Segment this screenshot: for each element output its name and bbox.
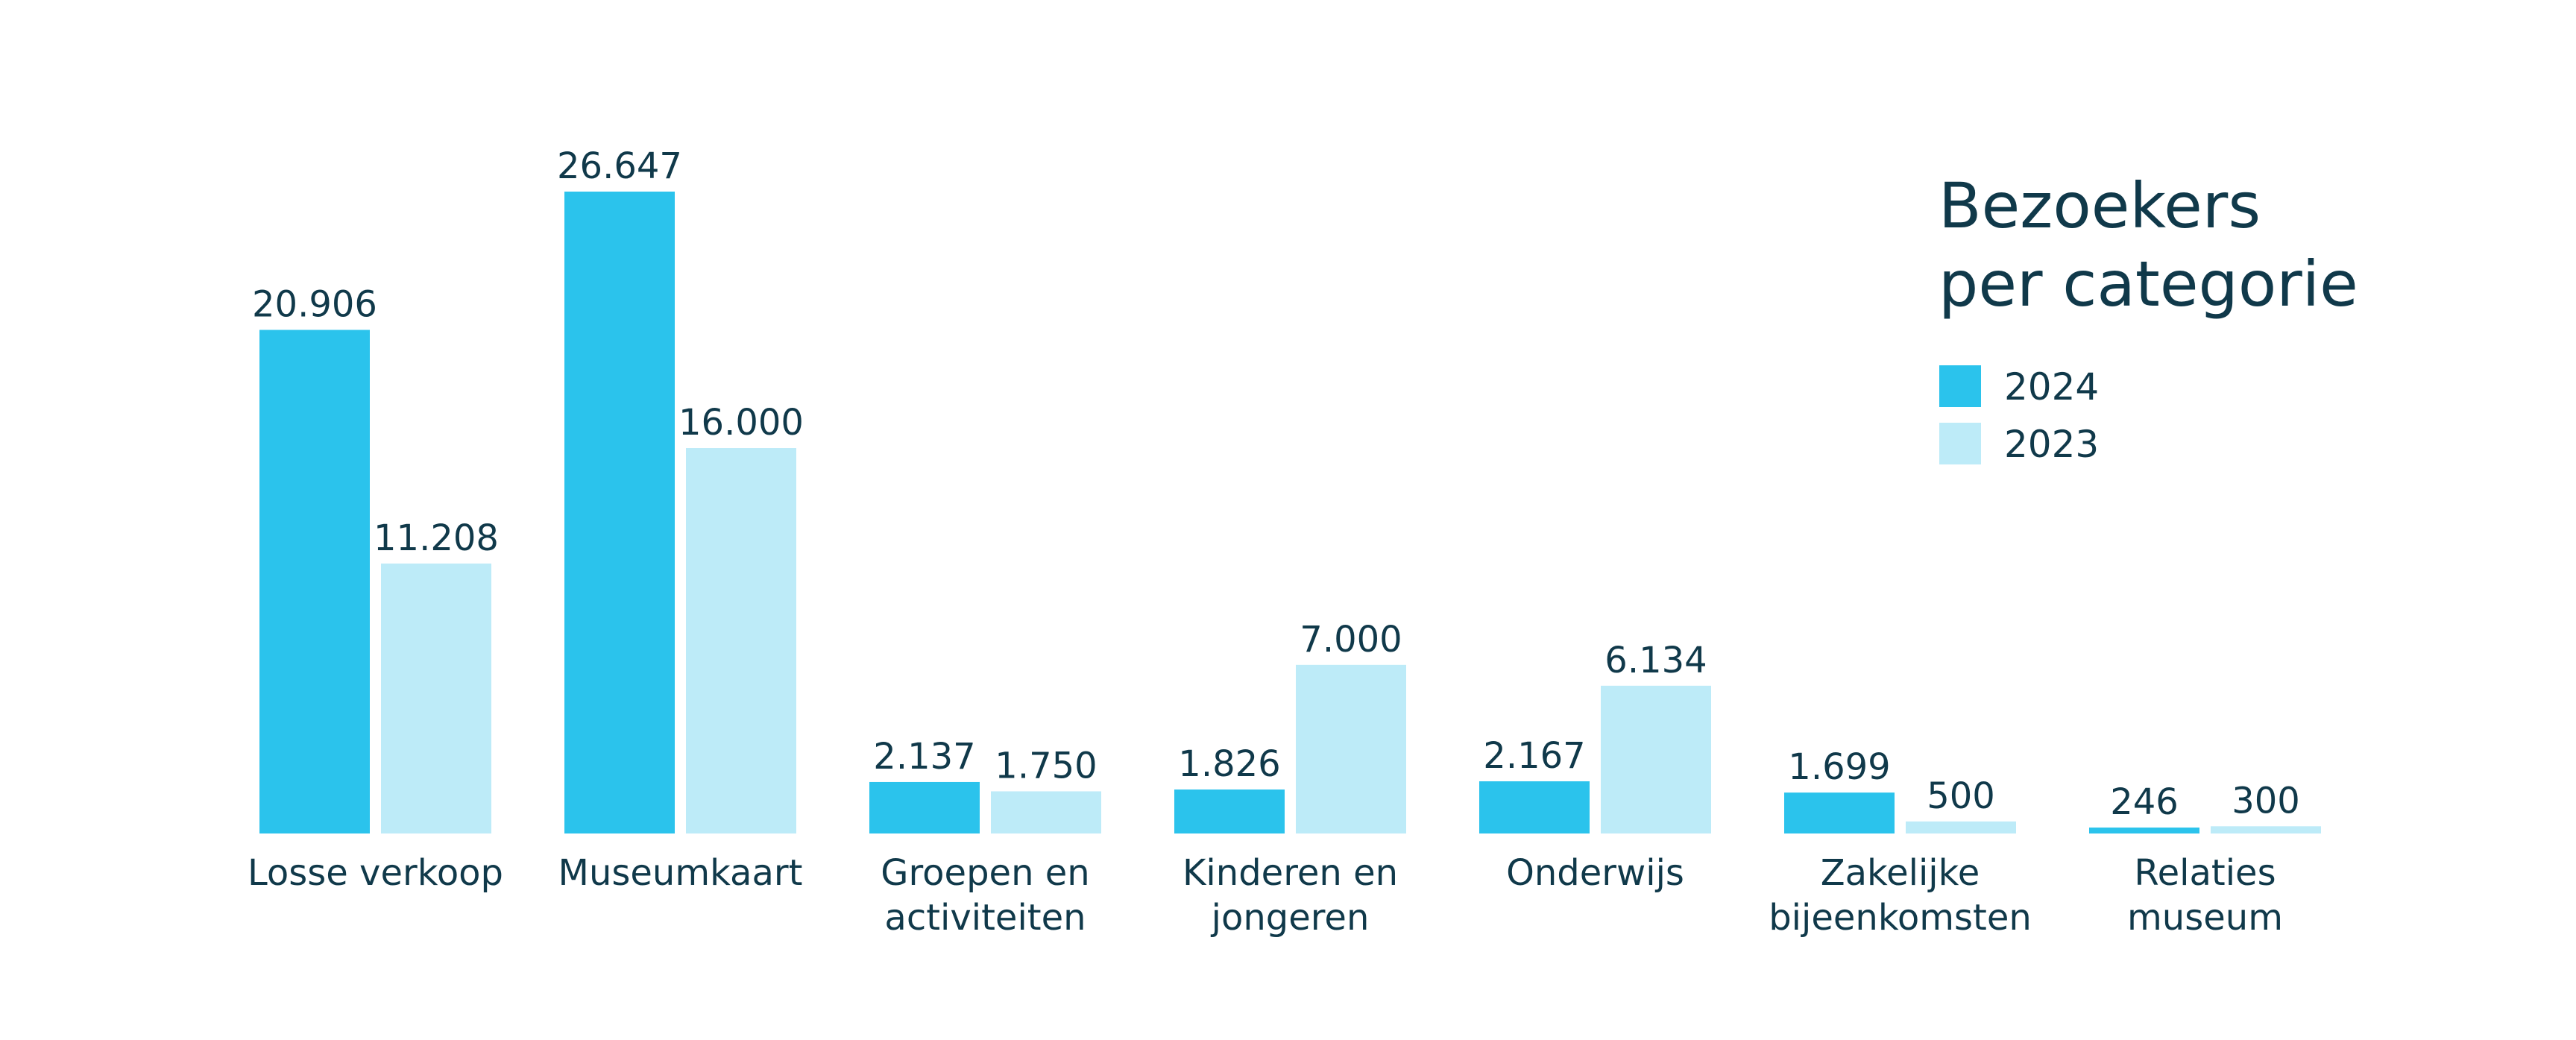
category-labels-group: Losse verkoop Museumkaart Groepen en activi… bbox=[248, 852, 2283, 939]
category-label-losse-verkoop: Losse verkoop bbox=[248, 852, 503, 894]
legend-swatch-2024 bbox=[1939, 365, 1981, 407]
bars-group bbox=[259, 192, 2321, 833]
bar-2024-losse-verkoop bbox=[259, 330, 370, 833]
category-label-museumkaart: Museumkaart bbox=[558, 852, 803, 894]
category-label-zakelijke-bijeenkomsten: Zakelijke bijeenkomsten bbox=[1769, 852, 2032, 939]
value-label-2023-zakelijke-bijeenkomsten: 500 bbox=[1927, 775, 1995, 817]
value-label-2024-museumkaart: 26.647 bbox=[557, 145, 682, 187]
legend-label-2024: 2024 bbox=[2004, 365, 2099, 409]
value-labels-group: 20.906 11.208 26.647 16.000 2.137 1.750 1.826 7… bbox=[252, 145, 2300, 823]
chart-title: Bezoekers per categorie bbox=[1939, 169, 2358, 321]
value-label-2024-kinderen-en-jongeren: 1.826 bbox=[1178, 743, 1280, 785]
value-label-2024-zakelijke-bijeenkomsten: 1.699 bbox=[1788, 746, 1890, 788]
bar-2023-losse-verkoop bbox=[381, 563, 491, 833]
bar-2024-zakelijke-bijeenkomsten bbox=[1784, 792, 1895, 833]
value-label-2023-groepen-en-activiteiten: 1.750 bbox=[995, 745, 1097, 787]
chart-title-line-1: Bezoekers bbox=[1939, 169, 2261, 242]
bar-2023-museumkaart bbox=[686, 448, 796, 833]
value-label-2024-onderwijs: 2.167 bbox=[1483, 735, 1585, 777]
value-label-2023-onderwijs: 6.134 bbox=[1605, 640, 1707, 681]
bar-2023-onderwijs bbox=[1601, 685, 1711, 833]
value-label-2023-kinderen-en-jongeren: 7.000 bbox=[1300, 619, 1402, 661]
value-label-2024-relaties-museum: 246 bbox=[2110, 781, 2179, 823]
category-label-kinderen-en-jongeren: Kinderen en jongeren bbox=[1182, 852, 1398, 939]
bar-2023-kinderen-en-jongeren bbox=[1296, 664, 1406, 833]
value-label-2023-museumkaart: 16.000 bbox=[678, 402, 804, 444]
value-label-2023-losse-verkoop: 11.208 bbox=[374, 517, 499, 559]
legend-label-2023: 2023 bbox=[2004, 423, 2099, 466]
bar-2024-kinderen-en-jongeren bbox=[1174, 789, 1285, 833]
bar-2024-relaties-museum bbox=[2089, 828, 2199, 833]
chart-title-line-2: per categorie bbox=[1939, 248, 2358, 321]
bar-2024-museumkaart bbox=[564, 192, 675, 833]
category-label-onderwijs: Onderwijs bbox=[1506, 852, 1684, 894]
category-label-groepen-en-activiteiten: Groepen en activiteiten bbox=[881, 852, 1089, 939]
value-label-2023-relaties-museum: 300 bbox=[2232, 780, 2300, 822]
bar-2023-relaties-museum bbox=[2211, 826, 2321, 833]
value-label-2024-groepen-en-activiteiten: 2.137 bbox=[873, 736, 975, 778]
legend-swatch-2023 bbox=[1939, 423, 1981, 464]
bar-2024-onderwijs bbox=[1479, 781, 1590, 833]
category-label-relaties-museum: Relaties museum bbox=[2127, 852, 2283, 939]
bar-2024-groepen-en-activiteiten bbox=[869, 781, 980, 833]
legend: 2024 2023 bbox=[1939, 365, 2099, 466]
bar-2023-zakelijke-bijeenkomsten bbox=[1906, 821, 2016, 833]
bar-2023-groepen-en-activiteiten bbox=[991, 791, 1101, 833]
value-label-2024-losse-verkoop: 20.906 bbox=[252, 283, 377, 325]
